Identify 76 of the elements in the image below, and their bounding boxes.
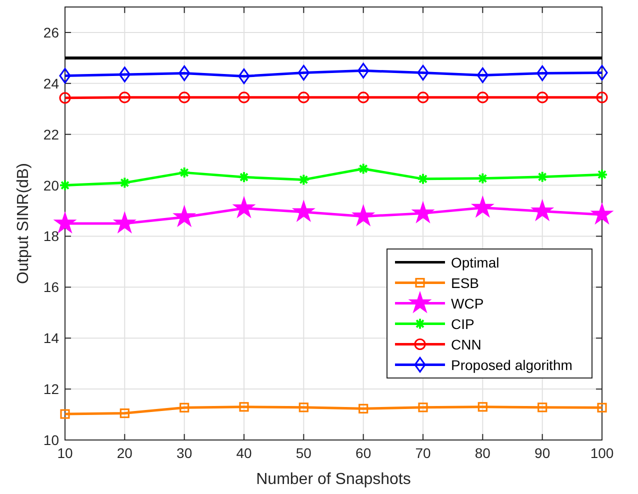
y-tick-label: 10 — [43, 432, 60, 448]
x-tick-label: 40 — [236, 445, 252, 461]
point — [239, 402, 249, 412]
x-tick-label: 70 — [415, 445, 431, 461]
point — [532, 200, 554, 220]
x-axis-title: Number of Snapshots — [256, 471, 411, 488]
point — [174, 206, 196, 226]
point — [478, 402, 488, 412]
point — [60, 409, 70, 419]
point — [298, 174, 310, 186]
x-tick-label: 30 — [176, 445, 192, 461]
y-axis-title: Output SINR(dB) — [15, 163, 32, 284]
y-tick-label: 16 — [43, 279, 60, 296]
x-tick-label: 50 — [296, 445, 312, 461]
point — [298, 92, 310, 104]
x-tick-label: 100 — [590, 445, 614, 461]
point — [596, 92, 608, 104]
point — [120, 408, 130, 418]
point — [417, 172, 429, 185]
y-tick-label: 14 — [43, 330, 60, 346]
point — [352, 205, 374, 226]
x-tick-label: 20 — [116, 445, 133, 461]
point — [476, 92, 488, 104]
point — [233, 196, 255, 218]
point — [536, 170, 548, 183]
point — [536, 92, 548, 104]
legend-label: ESB — [451, 274, 480, 291]
point — [597, 402, 607, 412]
x-tick-label: 80 — [474, 445, 491, 461]
x-tick-label: 10 — [57, 445, 73, 461]
point — [418, 402, 428, 412]
point — [59, 92, 71, 104]
y-tick-label: 26 — [43, 24, 60, 40]
point — [178, 92, 190, 104]
point — [412, 202, 434, 223]
point — [596, 64, 608, 81]
y-tick-label: 22 — [43, 126, 60, 142]
point — [54, 212, 76, 233]
point — [298, 64, 310, 81]
point — [118, 176, 131, 189]
legend-label: CIP — [451, 316, 474, 332]
point — [472, 196, 494, 217]
point — [536, 65, 548, 82]
point — [118, 66, 130, 82]
legend-label: Proposed algorithm — [451, 356, 572, 373]
point — [238, 68, 250, 84]
point — [476, 67, 488, 84]
x-tick-label: 60 — [356, 445, 372, 461]
point — [417, 92, 429, 104]
point — [59, 68, 71, 84]
point — [178, 166, 190, 179]
point — [180, 402, 190, 412]
point — [118, 92, 130, 104]
point — [417, 64, 429, 81]
point — [358, 404, 368, 414]
point — [238, 171, 250, 184]
y-tick-label: 12 — [43, 381, 60, 398]
y-tick-label: 18 — [43, 228, 60, 244]
point — [292, 200, 314, 222]
point — [591, 203, 613, 224]
legend-label: Optimal — [451, 254, 500, 270]
legend-label: WCP — [451, 295, 484, 312]
y-tick-label: 20 — [43, 177, 60, 194]
point — [114, 212, 136, 233]
x-tick-label: 90 — [534, 445, 550, 461]
point — [298, 402, 308, 412]
point — [358, 62, 370, 78]
point — [596, 168, 608, 181]
point — [538, 402, 548, 412]
point — [178, 65, 190, 82]
y-tick-label: 24 — [43, 75, 60, 92]
point — [238, 92, 250, 104]
point — [358, 92, 370, 104]
point — [357, 162, 370, 175]
point — [59, 179, 71, 192]
legend-label: CNN — [451, 336, 482, 352]
